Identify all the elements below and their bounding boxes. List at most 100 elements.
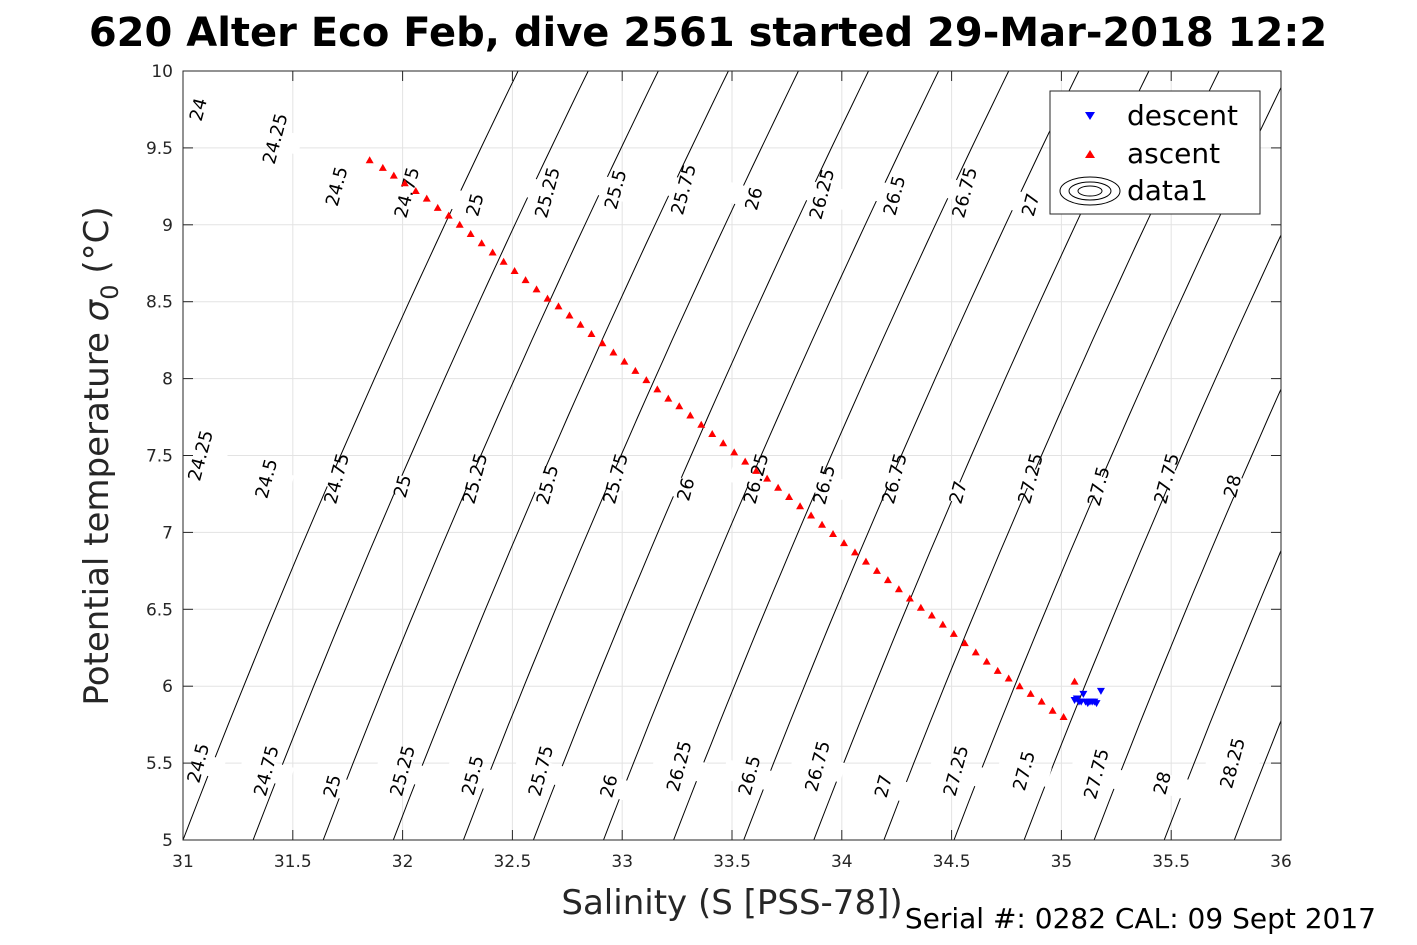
contour-label-gap bbox=[928, 754, 984, 788]
legend-descent-label: descent bbox=[1127, 99, 1238, 132]
ascent-point bbox=[796, 502, 805, 510]
x-tick-label: 32 bbox=[392, 852, 414, 872]
contour-label-gap bbox=[937, 176, 993, 209]
ascent-point bbox=[554, 302, 563, 310]
y-tick-label: 6 bbox=[162, 677, 173, 697]
ascent-point bbox=[565, 311, 574, 319]
contour-label-gap bbox=[1139, 462, 1195, 495]
ascent-point bbox=[763, 474, 772, 482]
contour-label-gap bbox=[721, 759, 778, 792]
x-axis-label: Salinity (S [PSS-78]) bbox=[561, 883, 902, 923]
ascent-point bbox=[872, 566, 881, 574]
x-tick-label: 31 bbox=[172, 852, 194, 872]
ascent-point bbox=[894, 585, 903, 593]
descent-point bbox=[1096, 687, 1105, 695]
density-contour-line bbox=[252, 71, 589, 840]
contour-label-gap bbox=[651, 749, 707, 783]
x-tick-label: 34 bbox=[831, 852, 853, 872]
contour-label-gap bbox=[1071, 469, 1127, 503]
ascent-point bbox=[807, 511, 816, 519]
contour-label-gap bbox=[855, 769, 912, 803]
ascent-point bbox=[1037, 697, 1046, 705]
legend-box bbox=[1049, 90, 1261, 215]
x-tick-label: 33 bbox=[611, 852, 633, 872]
y-tick-label: 8 bbox=[162, 370, 173, 390]
ascent-point bbox=[389, 171, 398, 179]
ascent-point bbox=[993, 666, 1002, 674]
contour-label-gap bbox=[238, 462, 295, 495]
ascent-point bbox=[477, 239, 486, 247]
ascent-point bbox=[916, 603, 925, 611]
ascent-point bbox=[444, 211, 453, 219]
ascent-point bbox=[576, 320, 585, 328]
contour-label-gap bbox=[238, 754, 295, 788]
ascent-point bbox=[960, 639, 969, 647]
ascent-point bbox=[466, 230, 475, 238]
contour-label-gap bbox=[930, 476, 986, 509]
legend-ascent-label: ascent bbox=[1127, 137, 1220, 170]
ascent-point bbox=[609, 348, 618, 356]
contour-label-gap bbox=[587, 462, 644, 495]
contour-label-gap bbox=[304, 769, 361, 803]
density-contour-line bbox=[1093, 387, 1281, 840]
density-contours bbox=[183, 71, 1417, 840]
density-contour-line bbox=[673, 71, 1010, 840]
x-tick-label: 33.5 bbox=[713, 852, 751, 872]
descent-point bbox=[1074, 698, 1083, 706]
ascent-point bbox=[455, 220, 464, 228]
contour-label-gap bbox=[866, 179, 923, 212]
ascent-point bbox=[982, 657, 991, 665]
contour-label-gap bbox=[1002, 462, 1059, 495]
contour-label-gap bbox=[309, 169, 365, 203]
y-tick-label: 7 bbox=[162, 523, 173, 543]
ascent-point bbox=[411, 186, 420, 194]
ascent-point bbox=[499, 257, 508, 265]
descent-point bbox=[1070, 697, 1079, 705]
contour-label-gap bbox=[789, 749, 846, 783]
ascent-point bbox=[620, 357, 629, 365]
ascent-point bbox=[587, 329, 596, 337]
serial-calibration-text: Serial #: 0282 CAL: 09 Sept 2017 bbox=[905, 902, 1376, 935]
ascent-point bbox=[1026, 689, 1035, 697]
density-contour-line bbox=[1375, 71, 1417, 840]
y-tick-label: 6.5 bbox=[146, 600, 173, 620]
ascent-point bbox=[488, 248, 497, 256]
contour-label-gap bbox=[587, 173, 644, 206]
contour-label-gap bbox=[1002, 188, 1059, 222]
contour-label-gap bbox=[445, 759, 501, 792]
ascent-point bbox=[752, 466, 761, 474]
y-axis-label-symbol: σ bbox=[77, 298, 117, 321]
ascent-point bbox=[850, 548, 859, 556]
contour-label-gap bbox=[309, 462, 365, 495]
contour-label-gap bbox=[374, 754, 431, 788]
x-tick-label: 35.5 bbox=[1152, 852, 1190, 872]
x-tick-label: 36 bbox=[1270, 852, 1292, 872]
ascent-point bbox=[719, 439, 728, 447]
contour-label-gap bbox=[866, 462, 923, 495]
density-contour-line bbox=[1304, 71, 1417, 840]
contour-label-gap bbox=[170, 93, 227, 126]
ascent-point bbox=[818, 520, 827, 528]
contour-label-gap bbox=[172, 439, 229, 472]
y-tick-label: 9 bbox=[162, 216, 173, 236]
x-tick-label: 35 bbox=[1051, 852, 1073, 872]
density-contour-line bbox=[1163, 549, 1281, 840]
contour-label-gap bbox=[581, 769, 637, 803]
y-axis-label: Potential temperature σ0 (°C) bbox=[77, 206, 124, 705]
contour-label-gap bbox=[247, 122, 303, 156]
y-axis-label-main: Potential temperature bbox=[77, 321, 117, 705]
contour-label-gap bbox=[796, 468, 852, 502]
contour-label-gap bbox=[728, 462, 784, 495]
ascent-point bbox=[642, 376, 651, 384]
ascent-point bbox=[1015, 682, 1024, 690]
ascent-point bbox=[521, 276, 530, 284]
legend-ascent-marker bbox=[1085, 150, 1095, 158]
density-contour-line bbox=[1023, 233, 1281, 840]
x-tick-label: 31.5 bbox=[274, 852, 312, 872]
contour-label-gap bbox=[170, 746, 227, 780]
chart-title: 620 Alter Eco Feb, dive 2561 started 29-… bbox=[89, 10, 1327, 56]
contour-label-gap bbox=[1134, 766, 1191, 800]
ascent-point bbox=[697, 420, 706, 428]
legend-data1-label: data1 bbox=[1127, 174, 1208, 207]
